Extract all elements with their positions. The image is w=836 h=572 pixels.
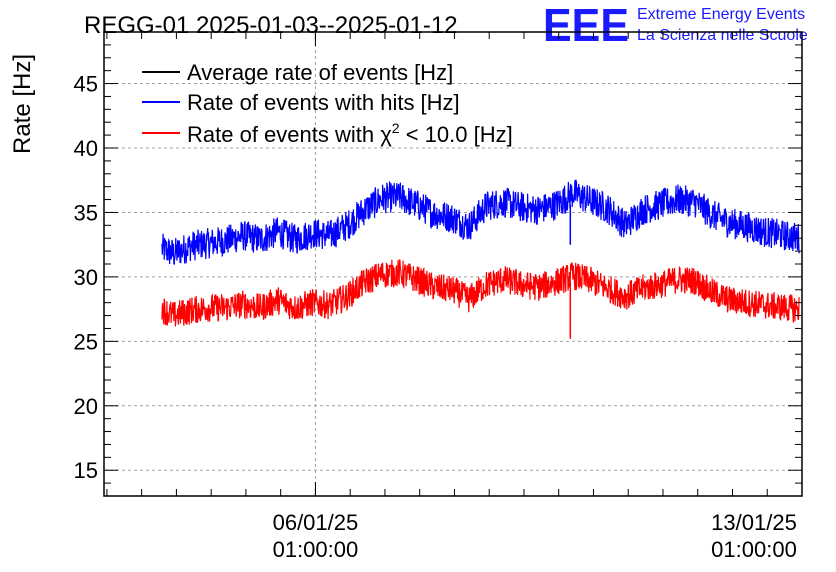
- plot-series: [161, 179, 800, 339]
- series-line-chi2: [161, 259, 800, 327]
- chart-title: REGG-01 2025-01-03--2025-01-12: [84, 12, 458, 39]
- x-tick-label-date: 13/01/25: [711, 510, 797, 535]
- y-tick-label: 45: [74, 72, 98, 97]
- y-tick-label: 15: [74, 458, 98, 483]
- x-tick-label-date: 06/01/25: [273, 510, 359, 535]
- axes-ticks: 1520253035404506/01/2501:00:0013/01/2501…: [74, 31, 803, 562]
- series-line-hits: [161, 179, 800, 266]
- y-axis-label: Rate [Hz]: [9, 54, 36, 154]
- legend: Average rate of events [Hz] Rate of even…: [142, 60, 513, 147]
- legend-label-hits: Rate of events with hits [Hz]: [187, 90, 460, 115]
- x-tick-label-time: 01:00:00: [711, 537, 797, 562]
- eee-logo: EEE Extreme Energy Events La Scienza nel…: [543, 0, 808, 51]
- x-tick-label-time: 01:00:00: [273, 537, 359, 562]
- eee-logo-text: EEE: [543, 0, 629, 51]
- y-tick-label: 20: [74, 394, 98, 419]
- y-tick-label: 30: [74, 265, 98, 290]
- legend-label-average: Average rate of events [Hz]: [187, 60, 453, 85]
- grid-lines: [104, 32, 803, 496]
- y-tick-label: 25: [74, 329, 98, 354]
- legend-label-chi2: Rate of events with χ2 < 10.0 [Hz]: [187, 120, 513, 147]
- y-tick-label: 40: [74, 136, 98, 161]
- org-name-line1: Extreme Energy Events: [637, 6, 805, 23]
- y-tick-label: 35: [74, 200, 98, 225]
